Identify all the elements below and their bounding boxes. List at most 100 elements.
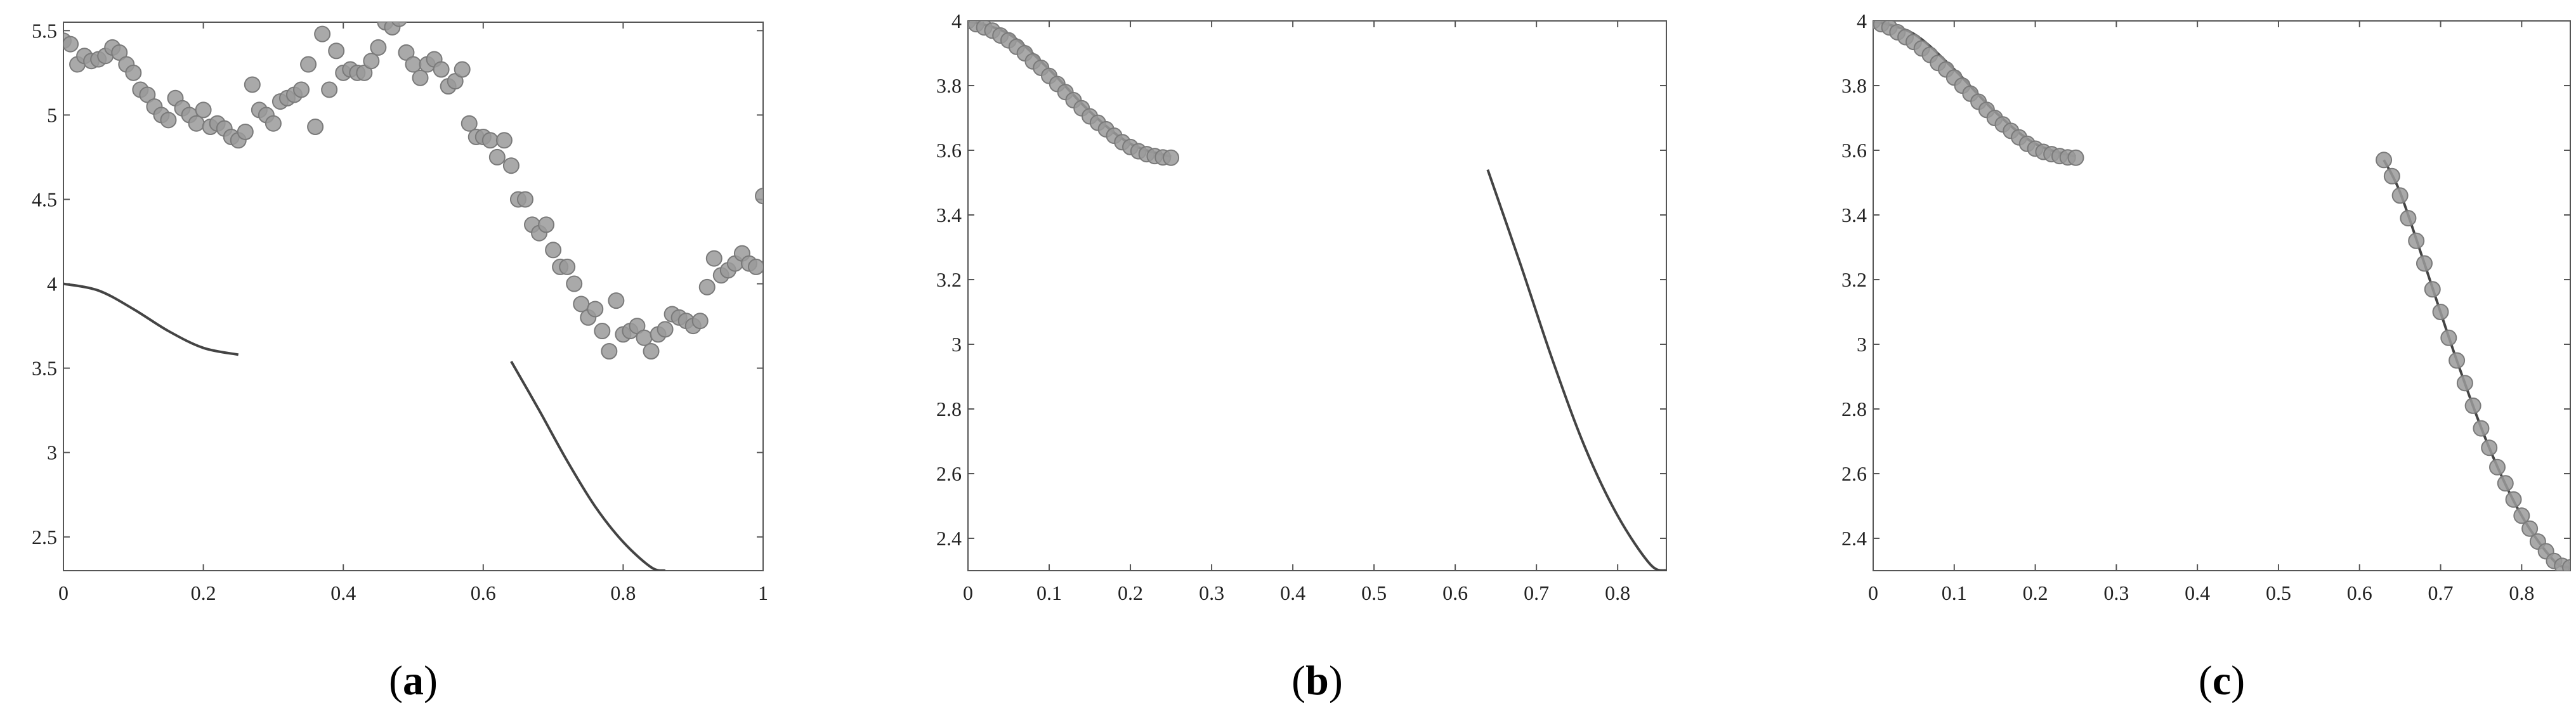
x-tick-label: 0 <box>58 581 69 604</box>
y-tick-label: 3.8 <box>1841 74 1867 97</box>
x-tick-label: 0 <box>1868 581 1878 604</box>
y-tick-label: 3.4 <box>936 204 962 226</box>
data-point <box>188 115 205 132</box>
x-tick-label: 0.6 <box>1442 581 1468 604</box>
data-point <box>2440 329 2457 346</box>
x-tick-label: 0.5 <box>2266 581 2291 604</box>
data-point <box>691 313 709 330</box>
x-tick-label: 1 <box>758 581 768 604</box>
data-point <box>601 343 618 360</box>
data-point <box>488 148 506 165</box>
y-tick-label: 3.2 <box>936 268 962 291</box>
y-tick-label: 4 <box>47 273 57 295</box>
data-point <box>2481 439 2498 457</box>
plot-frame <box>63 22 764 571</box>
panel-b: 0 0.1 0.2 0.3 0.4 0.5 0.6 0.7 0.8 2.4 2.6 2.8 3 3.2 3.… <box>936 10 1667 704</box>
data-point <box>747 258 763 275</box>
data-point <box>643 343 660 360</box>
x-tick-label: 0.7 <box>1524 581 1549 604</box>
x-tick-label: 0.1 <box>1036 581 1062 604</box>
data-point <box>321 81 338 98</box>
panel-label: (b) <box>1291 658 1343 704</box>
data-point <box>2408 232 2425 249</box>
data-point <box>608 292 625 309</box>
y-tick-label: 3.6 <box>936 139 962 162</box>
x-tick-label: 0.1 <box>1942 581 1967 604</box>
y-tick-label: 2.8 <box>1841 398 1867 420</box>
data-point <box>587 301 604 318</box>
y-tick-label: 3.8 <box>936 74 962 97</box>
data-point <box>244 76 261 93</box>
plot-area <box>1873 21 2570 571</box>
y-tick-label: 3.6 <box>1841 139 1867 162</box>
data-point <box>502 157 520 174</box>
y-tick-label: 2.6 <box>1841 462 1867 485</box>
data-point <box>454 61 471 78</box>
data-point <box>481 132 499 149</box>
y-tick-label: 3 <box>47 441 57 464</box>
data-point <box>636 329 653 346</box>
data-point <box>594 323 611 340</box>
x-tick-label: 0.2 <box>2023 581 2048 604</box>
x-tick-label: 0.8 <box>1605 581 1630 604</box>
x-tick-label: 0.4 <box>330 581 356 604</box>
x-tick-label: 0 <box>963 581 973 604</box>
y-tick-label: 2.8 <box>936 398 962 420</box>
data-point <box>2497 475 2514 492</box>
data-point <box>545 242 562 259</box>
data-point <box>755 188 763 205</box>
data-point <box>657 321 674 338</box>
model-curve <box>1486 169 1666 571</box>
panel-a: 0 0.2 0.4 0.6 0.8 1 2.5 3 3.5 4 4.5 5 5.5 (a) <box>32 19 768 704</box>
plot-area <box>968 21 1666 571</box>
data-point <box>370 39 387 56</box>
x-tick-label: 0.2 <box>191 581 216 604</box>
data-point <box>2067 149 2084 166</box>
panel-label: (a) <box>389 658 438 704</box>
x-tick-label: 0.7 <box>2428 581 2454 604</box>
data-point <box>265 115 282 132</box>
data-point <box>2391 187 2409 204</box>
data-point <box>2424 281 2441 298</box>
data-point <box>237 124 254 140</box>
y-tick-label: 4.5 <box>32 188 57 211</box>
data-point <box>559 258 576 275</box>
plot-area <box>63 22 763 571</box>
data-point <box>2521 520 2539 537</box>
data-point <box>538 216 555 233</box>
data-point <box>566 275 583 292</box>
data-point <box>705 250 722 267</box>
data-point <box>516 191 533 208</box>
y-tick-label: 2.4 <box>936 527 962 550</box>
data-point <box>2473 420 2490 437</box>
data-point <box>495 132 513 149</box>
x-tick-label: 0.6 <box>2347 581 2372 604</box>
data-point <box>363 53 380 70</box>
data-point <box>2562 559 2570 571</box>
y-tick-label: 2.4 <box>1841 527 1867 550</box>
data-point <box>300 56 317 73</box>
data-point <box>2456 375 2473 392</box>
data-point <box>63 36 79 53</box>
data-point <box>307 119 324 136</box>
data-point <box>2513 507 2530 524</box>
data-point <box>412 69 429 86</box>
data-point <box>314 25 331 42</box>
data-point <box>405 56 422 73</box>
data-point <box>2488 458 2506 476</box>
data-point <box>698 278 716 295</box>
y-tick-label: 2.5 <box>32 526 57 548</box>
y-tick-label: 3 <box>951 333 962 356</box>
panel-c: 0 0.1 0.2 0.3 0.4 0.5 0.6 0.7 0.8 2.4 2.6 2.8 3 3.2 3.… <box>1841 10 2571 704</box>
x-tick-label: 0.4 <box>2185 581 2210 604</box>
model-curve <box>63 282 239 356</box>
x-tick-label: 0.3 <box>1199 581 1224 604</box>
y-tick-label: 4 <box>951 10 962 32</box>
data-point <box>2383 167 2400 185</box>
data-point <box>2376 152 2393 169</box>
data-point <box>2449 352 2466 369</box>
y-tick-label: 4 <box>1857 10 1867 32</box>
y-tick-label: 3.4 <box>1841 204 1867 226</box>
data-point <box>125 64 142 81</box>
